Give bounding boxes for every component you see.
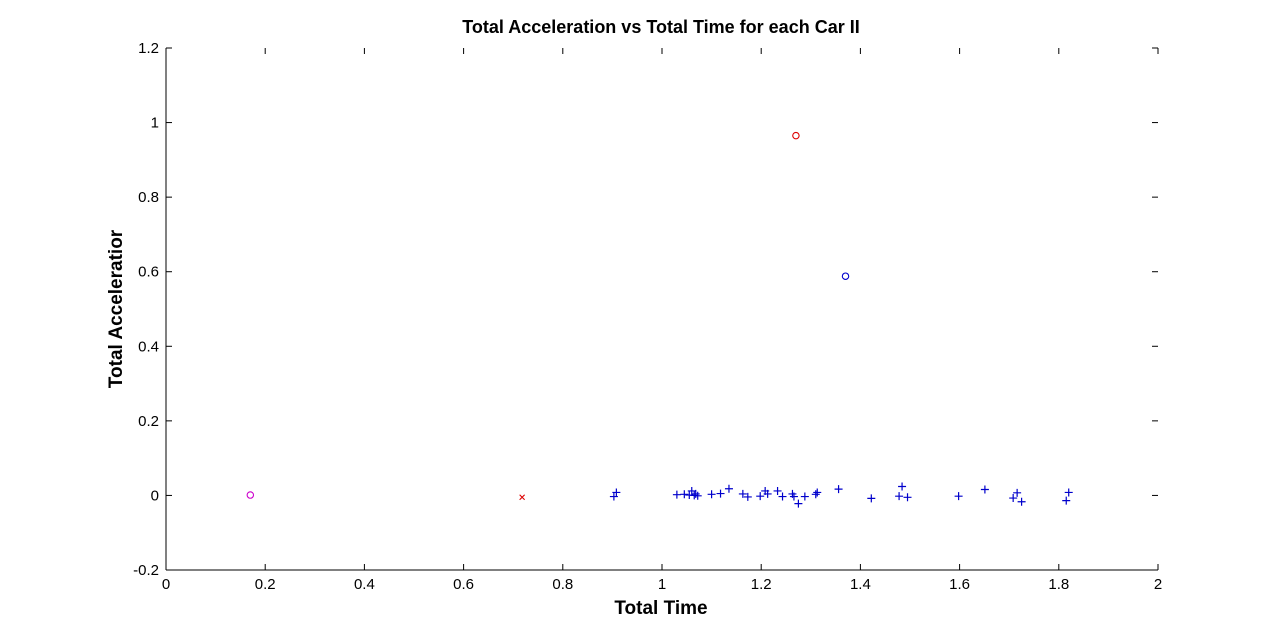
- y-tick-label: 0.4: [138, 338, 159, 355]
- plus-marker: [672, 490, 681, 499]
- plus-marker: [763, 489, 772, 498]
- plus-marker: [903, 493, 912, 502]
- plus-marker: [680, 490, 689, 499]
- x-tick-label: 1: [658, 576, 666, 593]
- y-tick-label: 0.8: [138, 189, 159, 206]
- plus-marker: [609, 492, 618, 501]
- plus-marker: [867, 494, 876, 503]
- x-tick-label: 0.6: [453, 576, 474, 593]
- y-tick-label: 0: [151, 487, 159, 504]
- plus-marker: [954, 492, 963, 501]
- y-axis-label: Total Acceleratior: [106, 229, 127, 388]
- circle-marker: [246, 491, 255, 499]
- plus-marker: [756, 492, 765, 501]
- plus-marker: [895, 492, 904, 501]
- x-tick-label: 0: [162, 576, 170, 593]
- plus-marker: [834, 485, 843, 494]
- plus-marker: [1062, 496, 1071, 505]
- plus-marker: [800, 492, 809, 501]
- plus-marker: [693, 491, 702, 500]
- plus-marker: [707, 490, 716, 499]
- plus-marker: [738, 489, 747, 498]
- plus-marker: [1009, 494, 1018, 503]
- plus-marker: [716, 489, 725, 498]
- circle-marker: [792, 131, 800, 140]
- x-tick-label: 1.2: [751, 576, 772, 593]
- plus-marker: [1013, 488, 1022, 497]
- chart-title: Total Acceleration vs Total Time for eac…: [462, 17, 859, 37]
- x-tick-label: 0.4: [354, 576, 375, 593]
- plus-marker: [691, 489, 700, 498]
- x-tick-label: 0.2: [255, 576, 276, 593]
- plus-marker: [612, 488, 621, 497]
- y-tick-label: -0.2: [133, 562, 159, 579]
- plus-marker: [743, 492, 752, 501]
- plus-marker: [811, 490, 820, 499]
- plus-marker: [898, 482, 907, 491]
- plus-marker: [1017, 497, 1026, 506]
- x-ticks: 0 0.2 0.4 0.6 0.8 1 1.2 1.4 1.6 1.8 2: [162, 48, 1162, 593]
- y-tick-label: 1: [151, 115, 159, 132]
- data-markers: [246, 131, 1073, 508]
- x-axis-label: Total Time: [614, 598, 707, 619]
- y-ticks: -0.2 0 0.2 0.4 0.6 0.8 1 1.2: [133, 40, 1158, 579]
- x-tick-label: 2: [1154, 576, 1162, 593]
- plus-marker: [980, 485, 989, 494]
- y-tick-label: 1.2: [138, 40, 159, 57]
- x-tick-label: 1.8: [1048, 576, 1069, 593]
- plus-marker: [1064, 488, 1073, 497]
- plus-marker: [773, 486, 782, 495]
- y-tick-label: 0.2: [138, 413, 159, 430]
- plus-marker: [794, 499, 803, 508]
- plus-marker: [778, 492, 787, 501]
- plus-marker: [813, 488, 822, 497]
- y-tick-label: 0.6: [138, 264, 159, 281]
- plus-marker: [724, 484, 733, 493]
- x-tick-label: 1.6: [949, 576, 970, 593]
- circle-marker: [841, 272, 850, 280]
- x-marker: [519, 494, 526, 501]
- plus-marker: [789, 492, 798, 501]
- x-tick-label: 1.4: [850, 576, 871, 593]
- x-tick-label: 0.8: [552, 576, 573, 593]
